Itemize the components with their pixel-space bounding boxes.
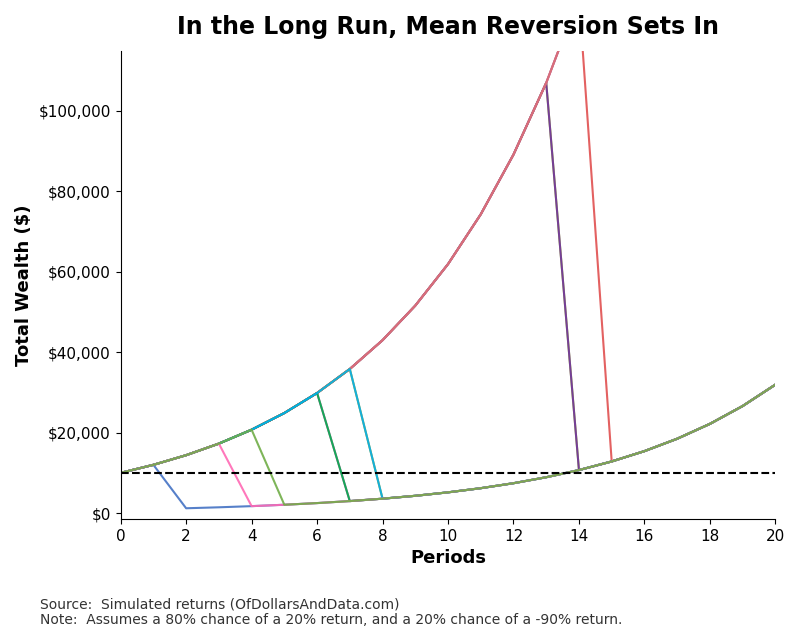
- Text: Source:  Simulated returns (OfDollarsAndData.com)
Note:  Assumes a 80% chance of: Source: Simulated returns (OfDollarsAndD…: [40, 597, 622, 627]
- Title: In the Long Run, Mean Reversion Sets In: In the Long Run, Mean Reversion Sets In: [177, 15, 719, 39]
- X-axis label: Periods: Periods: [410, 549, 486, 568]
- Y-axis label: Total Wealth ($): Total Wealth ($): [15, 204, 33, 365]
